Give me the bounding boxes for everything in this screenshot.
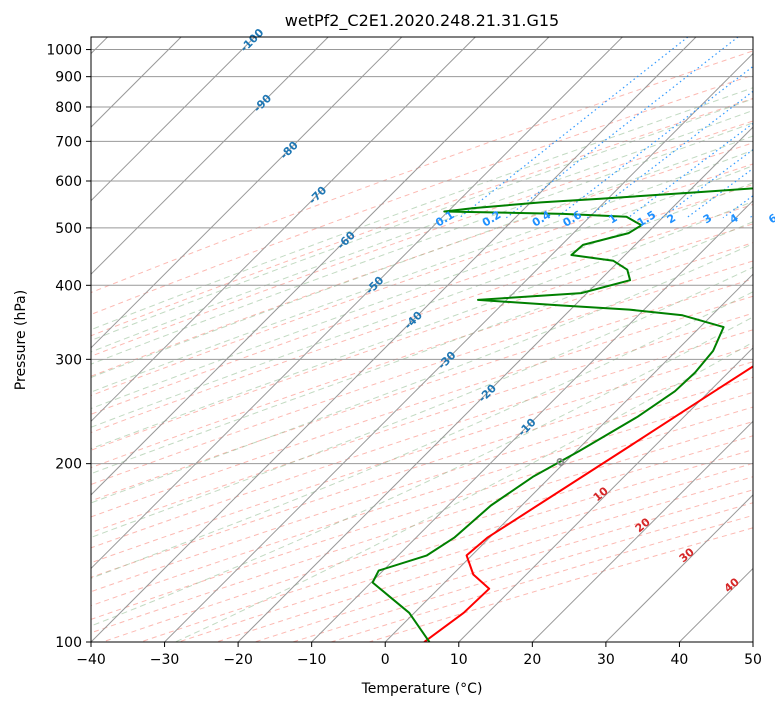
background-lines: [91, 37, 753, 642]
x-tick-label: 30: [597, 652, 615, 668]
x-tick-label: 50: [744, 652, 762, 668]
isotherm-line: [91, 37, 697, 642]
mixing-ratio-line: [459, 37, 689, 219]
moist-adiabat: [91, 87, 753, 331]
dry-adiabat: [91, 295, 753, 518]
dry-adiabat: [91, 345, 753, 564]
y-axis-label: Pressure (hPa): [13, 290, 29, 390]
isotherm-label: -100: [238, 26, 267, 55]
plot-frame: [90, 36, 754, 643]
dry-adiabat: [91, 278, 753, 502]
isotherm-line: [164, 52, 753, 642]
isotherm-line: [752, 641, 753, 642]
dry-adiabat: [91, 376, 753, 593]
dry-adiabat: [91, 74, 753, 316]
isotherm-label: -60: [335, 228, 358, 251]
y-tick-label: 500: [55, 221, 82, 237]
temperature-line: [423, 365, 753, 642]
isotherm-line: [384, 273, 753, 642]
mixing-ratio-line: [505, 37, 739, 219]
dry-adiabat: [91, 203, 753, 434]
isotherm-line: [91, 37, 476, 423]
y-tick-label: 600: [55, 174, 82, 190]
dry-adiabat-label: 10: [591, 484, 611, 504]
moist-adiabat: [91, 291, 753, 579]
dry-adiabat: [292, 502, 753, 642]
moist-adiabat: [91, 221, 753, 475]
dry-adiabat-label: 30: [677, 545, 697, 565]
isotherm-line: [679, 567, 753, 642]
mixing-ratio-label: 6: [766, 211, 775, 226]
chart-title: wetPf2_C2E1.2020.248.21.31.G15: [285, 11, 559, 31]
x-tick-label: −10: [297, 652, 327, 668]
isotherm-line: [458, 347, 753, 642]
x-tick-label: 40: [671, 652, 689, 668]
mixing-ratio-label: 2: [665, 211, 678, 226]
isotherm-line: [531, 420, 753, 642]
dry-adiabat-label: 40: [722, 575, 742, 595]
isotherm-line: [91, 37, 256, 202]
axes: −40 −30 −20 −10 0 10 20 30 40 5010009008007006005…: [46, 43, 762, 668]
dry-adiabat-label: 0: [554, 455, 568, 470]
dry-adiabat: [91, 242, 753, 469]
x-tick-label: −30: [150, 652, 180, 668]
isotherm-line: [91, 37, 623, 570]
mixing-ratio-label: 3: [701, 211, 714, 226]
data-lines: [371, 187, 753, 642]
isotherm-line: [91, 37, 329, 275]
x-axis-label: Temperature (°C): [361, 681, 483, 697]
isotherm-line: [605, 494, 753, 642]
moist-adiabat: [91, 165, 753, 410]
y-tick-label: 700: [55, 134, 82, 150]
x-tick-label: 10: [450, 652, 468, 668]
moist-adiabat: [91, 109, 753, 353]
x-tick-label: 0: [381, 652, 390, 668]
isotherm-line: [311, 199, 753, 642]
isotherm-label: -80: [278, 139, 301, 162]
dry-adiabat: [91, 329, 753, 549]
dry-adiabat: [330, 514, 753, 642]
isotherm-label: -10: [515, 416, 538, 439]
isotherm-line: [91, 37, 403, 349]
y-tick-label: 1000: [46, 43, 82, 59]
y-tick-label: 200: [55, 457, 82, 473]
x-tick-label: 20: [523, 652, 541, 668]
y-tick-label: 800: [55, 100, 82, 116]
dry-adiabat: [102, 435, 753, 642]
y-tick-label: 300: [55, 352, 82, 368]
y-tick-label: 400: [55, 278, 82, 294]
mixing-ratio-label: 1: [606, 211, 619, 226]
isotherm-line: [237, 126, 753, 642]
moist-adiabat: [91, 316, 753, 627]
dewpoint-line: [371, 187, 753, 642]
mixing-ratio-line: [556, 65, 753, 219]
x-tick-label: −40: [76, 652, 106, 668]
dry-adiabat: [91, 97, 753, 337]
dry-adiabat: [91, 50, 753, 294]
isotherm-line: [91, 37, 550, 496]
x-tick-label: −20: [223, 652, 253, 668]
dry-adiabat: [369, 527, 753, 642]
isotherm-label: -30: [435, 349, 458, 372]
dry-adiabat: [91, 163, 753, 397]
y-tick-label: 900: [55, 70, 82, 86]
mixing-ratio-label: 0.4: [530, 208, 554, 230]
y-tick-label: 100: [55, 635, 82, 651]
